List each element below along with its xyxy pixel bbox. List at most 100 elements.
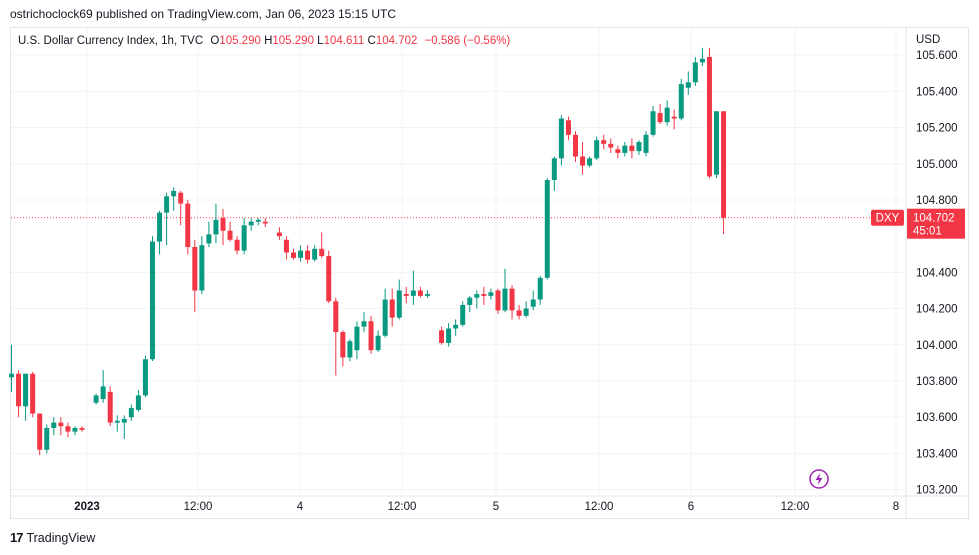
candle-body [128, 408, 134, 418]
candle-body [248, 221, 254, 226]
candle-body [291, 252, 296, 258]
candle-body [199, 245, 205, 291]
candle-body [664, 107, 670, 123]
candle-body [44, 428, 50, 450]
candle-body [262, 221, 268, 224]
candle-body [650, 111, 656, 135]
legend-high-label: H [264, 35, 273, 47]
candle-body [121, 418, 127, 423]
candle-body [93, 395, 99, 403]
candle-body [573, 134, 578, 157]
x-tick-label: 12:00 [781, 501, 810, 513]
x-tick-label: 12:00 [585, 501, 614, 513]
candle-body [305, 250, 311, 260]
candle-body [439, 330, 445, 343]
legend-low-label: L [317, 35, 324, 47]
chart-frame[interactable] [10, 27, 969, 519]
candle-body [30, 373, 36, 414]
legend-close-label: C [367, 35, 376, 47]
candle-body [23, 373, 29, 407]
candle-body [51, 422, 57, 429]
candle-body [460, 304, 466, 325]
legend-symbol[interactable]: U.S. Dollar Currency Index, 1h, TVC [18, 35, 204, 47]
candle-body [368, 321, 374, 351]
candle-body [58, 422, 64, 427]
candle-body [403, 294, 409, 296]
candle-body [502, 288, 508, 311]
candle-body [537, 277, 543, 300]
y-tick-label: 104.200 [916, 304, 958, 316]
candle-body [685, 82, 691, 88]
candle-body [396, 290, 402, 318]
x-tick-label: 8 [893, 501, 899, 513]
candle-body [488, 292, 494, 296]
lightning-icon[interactable] [809, 469, 829, 489]
candle-body [206, 234, 212, 244]
tradingview-logo-icon[interactable]: 17 [10, 530, 24, 545]
candle-body [100, 386, 106, 400]
candle-body [530, 299, 536, 307]
candle-body [523, 308, 529, 316]
candle-body [565, 120, 571, 135]
candle-body [615, 149, 621, 153]
candle-body [361, 321, 367, 327]
x-tick-label: 12:00 [184, 501, 213, 513]
current-price-label: 104.702 [913, 213, 955, 225]
x-tick-label: 4 [297, 501, 304, 513]
candle-body [481, 294, 487, 296]
y-tick-label: 105.600 [916, 50, 958, 62]
candle-body [142, 359, 148, 396]
candle-body [213, 219, 219, 235]
candle-body [721, 111, 727, 218]
y-tick-label: 103.600 [916, 412, 958, 424]
candle-body [37, 413, 43, 450]
legend-close-value: 104.702 [375, 35, 418, 47]
x-tick-label: 6 [688, 501, 694, 513]
candle-body [354, 326, 360, 351]
candle-body [241, 225, 247, 251]
footer: 17 TradingView [10, 530, 95, 545]
candle-body [283, 239, 289, 253]
candle-body [657, 113, 663, 123]
candle-body [601, 140, 607, 144]
candle-body [608, 143, 614, 148]
legend-open-value: 105.290 [219, 35, 261, 47]
candle-body [326, 256, 332, 302]
y-tick-label: 103.800 [916, 376, 958, 388]
candle-body [446, 328, 452, 343]
x-tick-label: 2023 [74, 501, 100, 513]
candle-body [319, 248, 325, 257]
candle-body [382, 299, 388, 336]
legend-high-value: 105.290 [272, 35, 314, 47]
candle-body [312, 248, 318, 260]
y-tick-label: 103.200 [916, 485, 958, 497]
y-tick-label: 104.000 [916, 340, 958, 352]
candle-body [298, 250, 304, 258]
candle-body [516, 310, 522, 316]
candle-body [164, 196, 170, 213]
candle-body [424, 294, 430, 296]
candle-body [474, 294, 480, 298]
candle-body [9, 373, 14, 378]
candle-body [671, 116, 677, 119]
candle-body [580, 156, 586, 166]
candle-body [594, 140, 600, 159]
candle-body [79, 428, 85, 430]
candle-body [333, 301, 339, 333]
legend-open-label: O [210, 35, 220, 47]
candle-body [375, 335, 381, 351]
candle-body [150, 241, 155, 360]
candle-body [178, 192, 184, 204]
x-tick-label: 5 [493, 501, 499, 513]
symbol-tag: DXY [876, 213, 900, 225]
legend-low-value: 104.611 [323, 35, 365, 47]
currency-label[interactable]: USD [916, 34, 941, 46]
candle-body [72, 428, 78, 432]
candle-body [636, 142, 642, 152]
candle-body [629, 145, 635, 152]
candle-body [706, 56, 712, 177]
candle-body [410, 290, 416, 296]
symbol-legend: U.S. Dollar Currency Index, 1h, TVC O105… [18, 35, 510, 47]
footer-brand[interactable]: TradingView [26, 530, 96, 545]
